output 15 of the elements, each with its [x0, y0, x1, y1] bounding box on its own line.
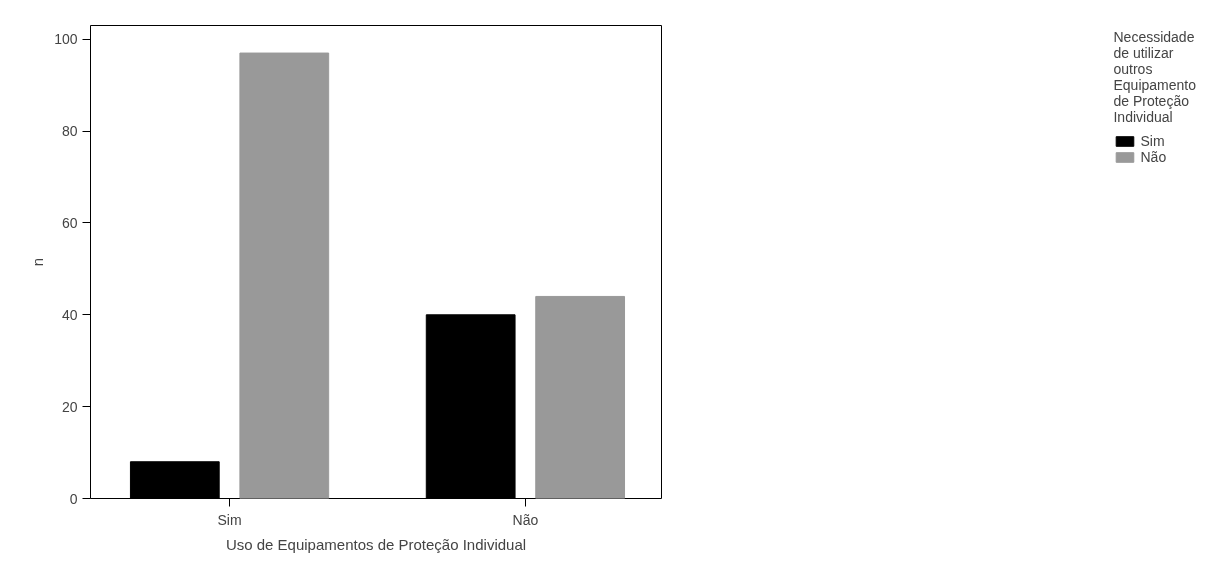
- y-tick-label: 100: [54, 31, 78, 48]
- bar: [129, 461, 220, 499]
- legend-title: Necessidade de utilizar outros Equipamento de Proteção Individual: [1113, 29, 1196, 125]
- legend-label: Sim: [1140, 133, 1165, 149]
- bar: [239, 52, 330, 499]
- y-tick-label: 80: [61, 123, 78, 140]
- bar: [535, 295, 626, 499]
- y-tick-label: 20: [61, 398, 78, 415]
- bar: [425, 314, 516, 499]
- y-axis-title: n: [29, 257, 47, 267]
- y-tick-label: 0: [69, 490, 78, 507]
- y-tick-label: 60: [61, 214, 78, 231]
- x-axis-title: Uso de Equipamentos de Proteção Individual: [225, 535, 527, 553]
- y-tick-label: 40: [61, 306, 78, 323]
- legend-label: Não: [1140, 149, 1167, 165]
